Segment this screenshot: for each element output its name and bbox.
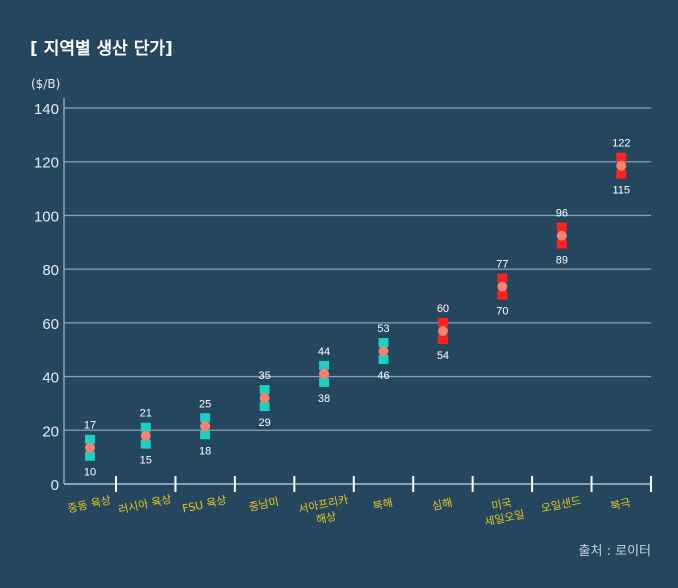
midpoint-marker (85, 442, 95, 453)
high-value-label: 17 (84, 420, 96, 432)
high-value-label: 35 (258, 370, 270, 382)
low-value-label: 70 (496, 306, 508, 318)
x-category-label: 북극 (609, 496, 632, 513)
midpoint-marker (378, 346, 389, 357)
y-axis-unit: ($/B) (31, 77, 61, 91)
x-category-label-line: 중동 육상 (66, 494, 112, 516)
high-value-label: 21 (140, 408, 152, 420)
y-tick-label: 20 (42, 423, 59, 440)
low-value-label: 54 (437, 350, 449, 362)
high-marker (85, 434, 95, 444)
y-tick-label: 140 (34, 101, 59, 118)
low-marker (556, 239, 567, 249)
high-marker (200, 413, 211, 423)
midpoint-marker (259, 393, 270, 404)
low-value-label: 89 (556, 255, 568, 267)
high-marker (259, 385, 270, 395)
midpoint-marker (497, 281, 508, 292)
midpoint-marker (616, 160, 627, 171)
x-category-label: 중남미 (248, 495, 280, 514)
y-tick-label: 40 (42, 370, 59, 387)
low-marker (200, 430, 211, 440)
x-category-label: 러시아 육상 (117, 493, 173, 517)
high-value-label: 122 (612, 138, 630, 150)
high-value-label: 60 (437, 303, 449, 315)
midpoint-marker (200, 421, 211, 432)
low-marker (85, 451, 95, 461)
high-value-label: 25 (199, 398, 211, 410)
x-category-label-line: 북해 (371, 495, 394, 513)
high-marker (556, 222, 567, 232)
low-marker (437, 334, 448, 344)
low-value-label: 38 (318, 393, 330, 405)
x-category-label: 심해 (431, 495, 454, 513)
midpoint-marker (140, 430, 151, 441)
high-marker (140, 422, 151, 432)
x-category-label-line: 미국 (490, 496, 513, 513)
low-marker (259, 402, 270, 412)
high-marker (616, 152, 627, 162)
y-tick-label: 80 (42, 262, 59, 279)
y-tick-label: 100 (34, 208, 59, 225)
x-category-label-line: 러시아 육상 (117, 493, 173, 517)
x-category-label: 중동 육상 (66, 494, 112, 516)
high-marker (319, 360, 330, 370)
high-marker (378, 338, 389, 348)
low-value-label: 10 (84, 467, 96, 479)
high-value-label: 77 (496, 259, 508, 271)
low-value-label: 46 (377, 370, 389, 382)
x-category-label-line: FSU 육상 (181, 494, 228, 516)
source-note: 출처 : 로이터 (578, 544, 651, 559)
x-category-label: 북해 (371, 495, 394, 513)
x-category-label: 미국세일오일 (481, 494, 526, 529)
x-category-label-line: 심해 (431, 495, 454, 513)
high-value-label: 53 (377, 323, 389, 335)
low-value-label: 18 (199, 445, 211, 457)
x-category-label-line: 중남미 (248, 495, 280, 514)
midpoint-marker (556, 230, 567, 241)
x-category-label: FSU 육상 (181, 494, 228, 516)
high-marker (437, 317, 448, 327)
y-tick-label: 120 (34, 155, 59, 172)
x-category-label-line: 북극 (609, 496, 632, 513)
high-marker (497, 273, 508, 283)
x-category-label: 서아프리카해상 (297, 493, 352, 530)
chart-title: [ 지역별 생산 단가] (30, 39, 173, 59)
low-value-label: 29 (258, 417, 270, 429)
x-category-label-line: 오일샌드 (540, 493, 583, 515)
low-value-label: 115 (613, 185, 631, 197)
high-value-label: 96 (556, 208, 568, 220)
x-category-label: 오일샌드 (540, 493, 583, 515)
y-tick-label: 60 (42, 316, 59, 333)
midpoint-marker (437, 325, 448, 336)
low-marker (319, 377, 330, 387)
midpoint-marker (319, 368, 330, 379)
x-category-label-line: 해상 (315, 509, 338, 527)
low-marker (378, 355, 389, 365)
low-marker (140, 439, 151, 449)
y-tick-label: 0 (51, 477, 59, 494)
high-value-label: 44 (318, 346, 330, 358)
low-value-label: 15 (140, 455, 152, 467)
low-marker (616, 169, 627, 179)
low-marker (497, 290, 508, 300)
